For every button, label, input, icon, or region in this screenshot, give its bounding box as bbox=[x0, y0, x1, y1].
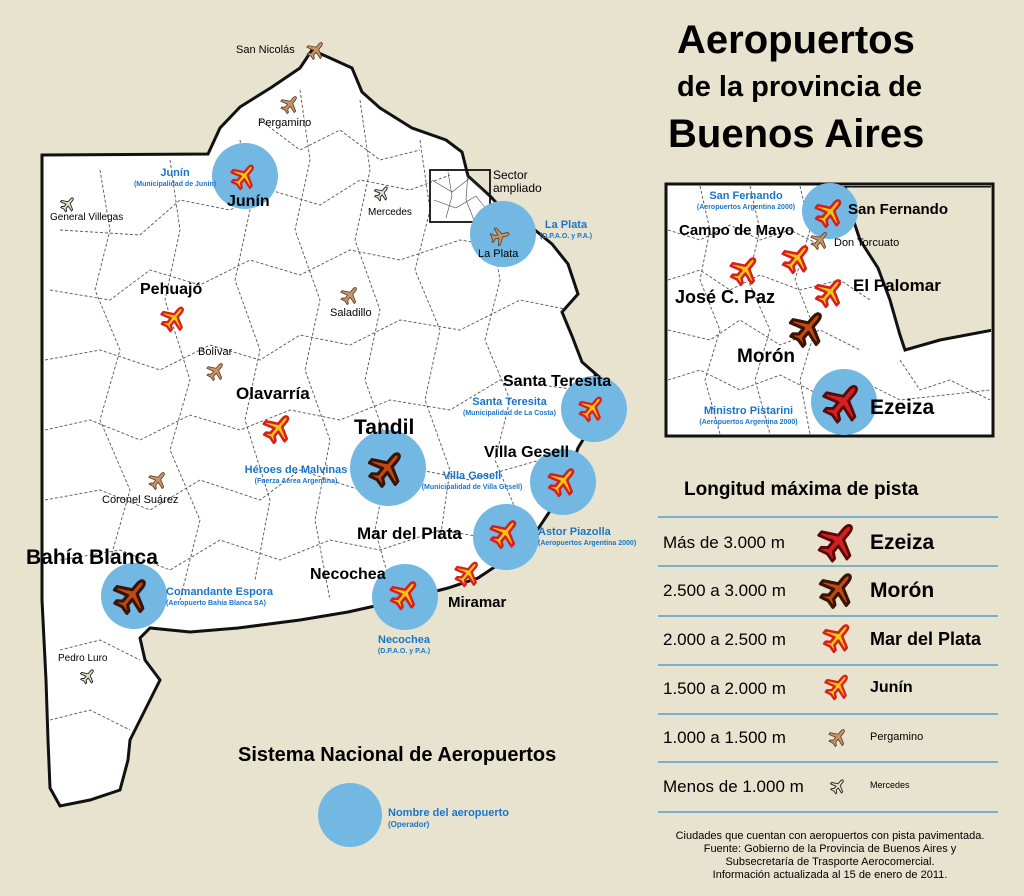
legend-example-6: Mercedes bbox=[870, 780, 910, 790]
label-saladillo: Saladillo bbox=[330, 307, 372, 319]
legend-heading: Longitud máxima de pista bbox=[684, 479, 919, 500]
sector-ampliado-label: Sector ampliado bbox=[493, 168, 542, 195]
inset-river bbox=[843, 186, 991, 352]
legend-range-6: Menos de 1.000 m bbox=[663, 777, 804, 796]
airport-la-plata: La Plata (D.P.A.O. y P.A.) bbox=[539, 219, 593, 240]
label-el-palomar: El Palomar bbox=[853, 276, 941, 295]
label-san-fernando: San Fernando bbox=[848, 201, 949, 218]
airport-san-fernando: San Fernando (Aeropuertos Argentina 2000) bbox=[696, 190, 796, 211]
title-line2: de la provincia de bbox=[677, 71, 922, 103]
label-olavarria: Olavarría bbox=[236, 384, 310, 403]
airport-bahia-blanca: Comandante Espora (Aeropuerto Bahía Blanc… bbox=[166, 586, 273, 607]
plane-icon-legend-1 bbox=[810, 512, 867, 569]
snaa-legend-circle bbox=[318, 783, 382, 847]
label-bahia-blanca: Bahía Blanca bbox=[26, 546, 158, 569]
legend-example-5: Pergamino bbox=[870, 731, 924, 743]
partido-boundaries bbox=[44, 89, 581, 731]
label-jose-c-paz: José C. Paz bbox=[675, 287, 776, 307]
airport-mar-del-plata: Astor Piazolla (Aeropuertos Argentina 200… bbox=[538, 526, 637, 547]
label-santa-teresita: Santa Teresita bbox=[503, 373, 612, 390]
airport-tandil: Héroes de Malvinas (Fuerza Aérea Argentin… bbox=[244, 464, 348, 485]
label-coronel-suarez: Coronel Suárez bbox=[102, 494, 179, 506]
label-villa-gesell: Villa Gesell bbox=[484, 444, 570, 461]
footnote: Ciudades que cuentan con aeropuertos con… bbox=[675, 830, 985, 881]
airport-santa-teresita: Santa Teresita (Municipalidad de La Costa… bbox=[463, 396, 556, 417]
snaa-legend-label: Nombre del aeropuerto (Operador) bbox=[388, 807, 510, 829]
label-pedro-luro: Pedro Luro bbox=[58, 653, 108, 664]
legend-range-5: 1.000 a 1.500 m bbox=[663, 728, 786, 747]
snaa-heading: Sistema Nacional de Aeropuertos bbox=[238, 744, 557, 766]
label-campo-de-mayo: Campo de Mayo bbox=[679, 222, 795, 239]
title-line1: Aeropuertos bbox=[677, 18, 915, 62]
legend-range-1: Más de 3.000 m bbox=[663, 533, 785, 552]
label-mar-del-plata: Mar del Plata bbox=[357, 524, 462, 543]
label-pergamino: Pergamino bbox=[258, 117, 312, 129]
airport-junin: Junín (Municipalidad de Junín) bbox=[133, 167, 217, 188]
plane-icon-legend-6 bbox=[827, 775, 849, 797]
province-land bbox=[40, 48, 604, 808]
airport-villa-gesell: Villa Gesell (Municipalidad de Villa Gese… bbox=[421, 470, 523, 491]
plane-icon-legend-5 bbox=[825, 723, 852, 751]
legend-range-3: 2.000 a 2.500 m bbox=[663, 630, 786, 649]
legend-example-2: Morón bbox=[870, 579, 935, 602]
label-pehuajo: Pehuajó bbox=[140, 281, 203, 298]
legend-example-4: Junín bbox=[870, 679, 913, 696]
label-bolivar: Bolívar bbox=[198, 346, 233, 358]
plane-icon-legend-3 bbox=[817, 615, 859, 658]
label-la-plata: La Plata bbox=[478, 248, 519, 260]
label-general-villegas: General Villegas bbox=[50, 212, 124, 223]
airport-ezeiza: Ministro Pistarini (Aeropuertos Argentina… bbox=[699, 405, 798, 426]
title-line3: Buenos Aires bbox=[668, 112, 925, 156]
plane-icon-legend-4 bbox=[819, 667, 857, 705]
label-necochea: Necochea bbox=[310, 566, 386, 583]
label-san-nicolas: San Nicolás bbox=[236, 44, 295, 56]
legend-range-4: 1.500 a 2.000 m bbox=[663, 679, 786, 698]
label-tandil: Tandil bbox=[354, 416, 415, 439]
legend-example-1: Ezeiza bbox=[870, 531, 935, 554]
legend-example-3: Mar del Plata bbox=[870, 629, 982, 649]
label-junin: Junín bbox=[227, 193, 270, 210]
label-ezeiza: Ezeiza bbox=[870, 396, 935, 419]
sector-ampliado-box bbox=[429, 169, 491, 223]
airport-necochea: Necochea (D.P.A.O. y P.A.) bbox=[377, 634, 431, 655]
legend-lines bbox=[658, 516, 998, 813]
label-mercedes: Mercedes bbox=[368, 207, 412, 218]
label-don-torcuato: Don Torcuato bbox=[834, 237, 900, 249]
label-miramar: Miramar bbox=[448, 594, 507, 611]
plane-icon-legend-2 bbox=[812, 562, 864, 615]
legend-range-2: 2.500 a 3.000 m bbox=[663, 581, 786, 600]
sector-partido-lines bbox=[431, 171, 491, 221]
label-moron: Morón bbox=[737, 346, 796, 367]
